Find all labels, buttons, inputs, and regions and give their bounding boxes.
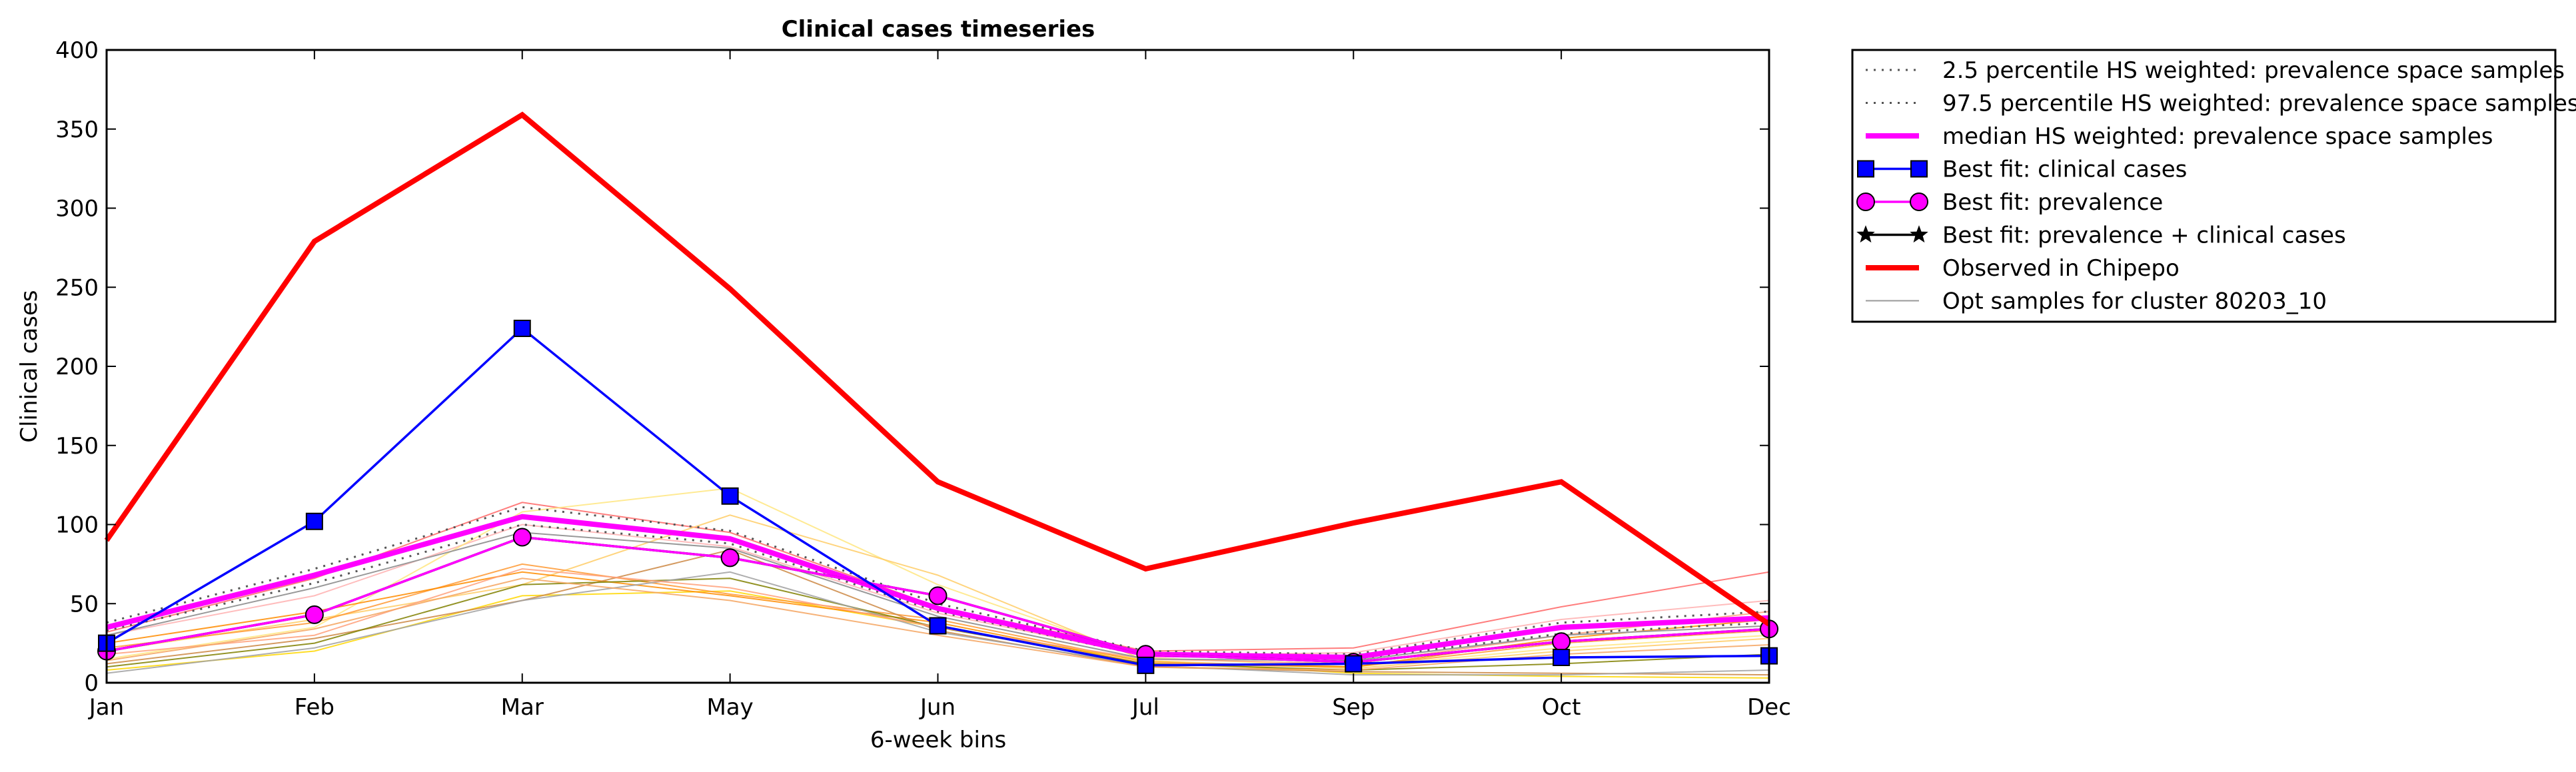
- x-tick-label-8: Dec: [1747, 694, 1791, 721]
- x-tick-label-1: Feb: [295, 694, 334, 721]
- series-4-point-2: [512, 528, 532, 547]
- legend-item-2: median HS weighted: prevalence space sam…: [1866, 123, 2493, 150]
- series-3-point-4: [929, 617, 947, 635]
- y-tick-label-0: 0: [84, 670, 99, 697]
- series-3-point-3: [721, 487, 739, 505]
- series-line-6: [104, 111, 1771, 627]
- legend-item-6: Observed in Chipepo: [1866, 255, 2180, 282]
- legend-label-7: Opt samples for cluster 80203_10: [1942, 288, 2327, 315]
- legend-marker-right-5: [1910, 225, 1928, 243]
- legend-label-1: 97.5 percentile HS weighted: prevalence …: [1942, 91, 2576, 117]
- y-tick-label-5: 250: [55, 274, 99, 301]
- plot-lines: [97, 111, 1778, 679]
- legend-item-7: Opt samples for cluster 80203_10: [1866, 288, 2327, 315]
- legend-item-1: 97.5 percentile HS weighted: prevalence …: [1866, 91, 2576, 117]
- opt-sample-line-1: [106, 524, 1770, 657]
- series-4-point-3: [720, 548, 740, 568]
- y-tick-label-8: 400: [55, 37, 99, 64]
- x-tick-label-5: Jul: [1131, 694, 1159, 721]
- legend-item-5: Best fit: prevalence + clinical cases: [1856, 222, 2346, 249]
- y-axis: 0 50 100 150 200 250 300 350 400: [55, 37, 1769, 697]
- legend-label-4: Best fit: prevalence: [1942, 189, 2163, 216]
- series-3-point-5: [1137, 656, 1155, 674]
- y-tick-label-2: 100: [55, 512, 99, 539]
- legend-item-4: Best fit: prevalence: [1856, 189, 2163, 216]
- x-tick-label-3: May: [706, 694, 753, 721]
- legend-marker-left-5: [1856, 225, 1875, 243]
- series-line-7: [106, 532, 1770, 661]
- series-3-point-7: [1553, 649, 1571, 666]
- legend: 2.5 percentile HS weighted: prevalence s…: [1851, 49, 2576, 323]
- series-4-point-4: [928, 586, 948, 605]
- series-3-point-2: [513, 320, 531, 337]
- y-axis-label: Clinical cases: [16, 290, 43, 442]
- series-3-point-1: [305, 512, 323, 530]
- x-tick-label-6: Sep: [1332, 694, 1375, 721]
- y-tick-label-3: 150: [55, 433, 99, 460]
- legend-marker-right-4: [1910, 193, 1928, 211]
- y-tick-label-1: 50: [70, 591, 99, 617]
- legend-item-0: 2.5 percentile HS weighted: prevalence s…: [1866, 57, 2565, 84]
- opt-sample-line-4: [106, 514, 1770, 669]
- legend-label-6: Observed in Chipepo: [1942, 255, 2180, 282]
- x-tick-label-7: Oct: [1542, 694, 1581, 721]
- y-tick-label-7: 350: [55, 117, 99, 143]
- chart-title: Clinical cases timeseries: [782, 16, 1095, 43]
- x-axis-label: 6-week bins: [870, 727, 1006, 753]
- series-line-2: [106, 514, 1770, 661]
- x-tick-label-4: Jun: [919, 694, 956, 721]
- x-tick-label-2: Mar: [501, 694, 544, 721]
- y-tick-label-6: 300: [55, 196, 99, 222]
- legend-label-0: 2.5 percentile HS weighted: prevalence s…: [1942, 57, 2565, 84]
- series-3-point-6: [1345, 655, 1363, 673]
- legend-marker-left-3: [1857, 160, 1874, 178]
- x-tick-label-0: Jan: [88, 694, 124, 721]
- legend-marker-left-4: [1856, 193, 1875, 211]
- legend-label-3: Best fit: clinical cases: [1942, 157, 2187, 183]
- legend-item-3: Best fit: clinical cases: [1857, 157, 2187, 183]
- series-line-0: [106, 523, 1770, 660]
- legend-box: [1851, 49, 2557, 323]
- y-tick-label-4: 200: [55, 354, 99, 380]
- legend-marker-right-3: [1910, 160, 1928, 178]
- legend-label-2: median HS weighted: prevalence space sam…: [1942, 123, 2493, 150]
- x-axis: Jan Feb Mar May Jun Jul Sep Oct Dec: [88, 50, 1791, 721]
- series-4-point-7: [1552, 632, 1571, 651]
- legend-label-5: Best fit: prevalence + clinical cases: [1942, 222, 2346, 249]
- series-4-point-1: [305, 605, 324, 624]
